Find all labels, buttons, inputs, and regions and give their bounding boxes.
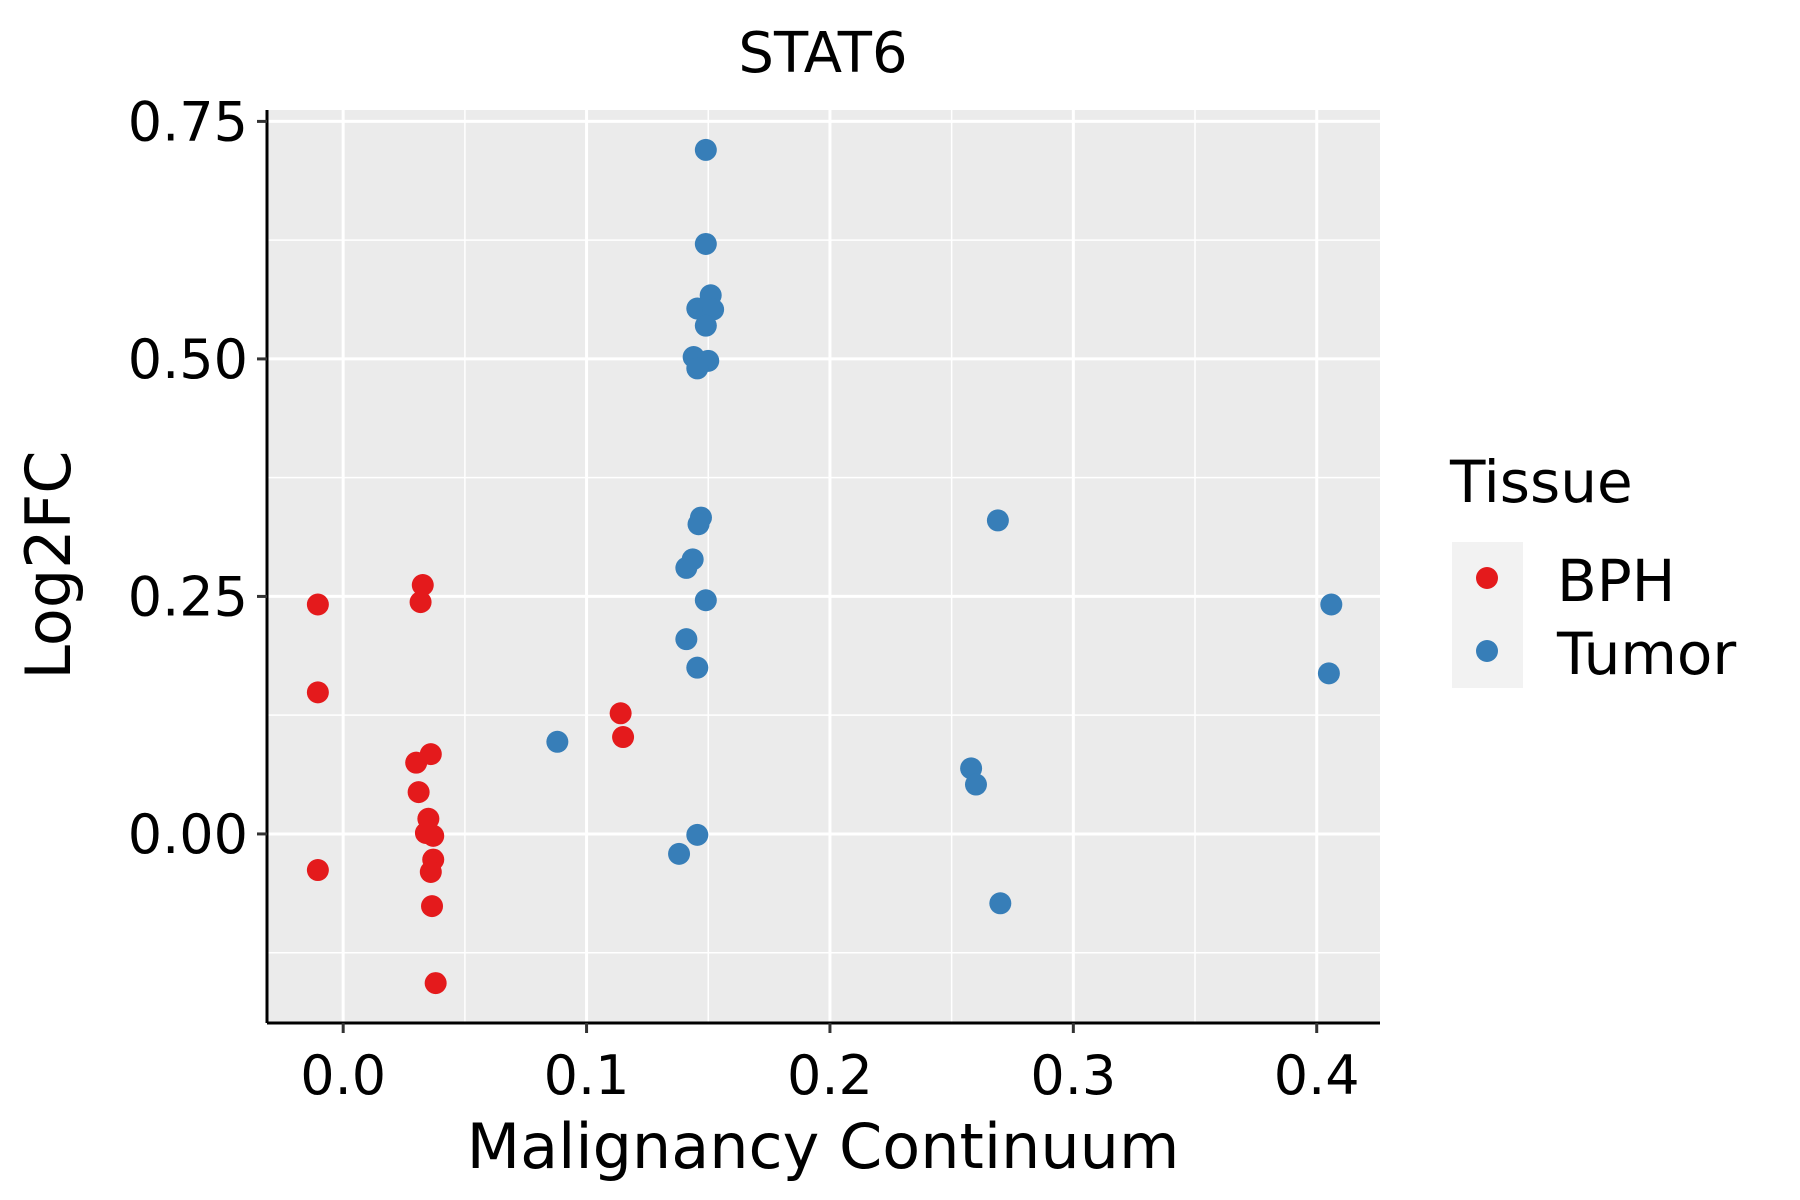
data-point-tumor — [546, 730, 569, 753]
data-point-tumor — [964, 773, 987, 796]
data-point-bph — [411, 574, 434, 597]
y-tick-label: 0.00 — [128, 803, 248, 866]
data-point-bph — [405, 751, 428, 774]
data-point-tumor — [675, 556, 698, 579]
data-point-bph — [407, 781, 430, 804]
legend-key-background — [1452, 542, 1523, 688]
x-tick-label: 0.2 — [787, 1044, 873, 1107]
legend-label-bph: BPH — [1557, 547, 1675, 615]
x-tick-label: 0.1 — [544, 1044, 630, 1107]
legend-key-bph — [1476, 567, 1498, 589]
legend-title: Tissue — [1449, 448, 1633, 516]
x-tick-label: 0.3 — [1030, 1044, 1116, 1107]
data-point-tumor — [694, 314, 717, 337]
data-point-bph — [306, 681, 329, 704]
data-point-bph — [612, 726, 635, 749]
data-point-tumor — [1317, 662, 1340, 685]
data-point-tumor — [986, 509, 1009, 532]
data-point-bph — [424, 972, 447, 995]
data-point-tumor — [694, 138, 717, 161]
data-point-bph — [609, 702, 632, 725]
y-tick-label: 0.75 — [128, 90, 248, 153]
data-point-tumor — [694, 232, 717, 255]
data-point-bph — [409, 591, 432, 614]
x-axis-label: Malignancy Continuum — [467, 1110, 1180, 1183]
x-tick-label: 0.4 — [1274, 1044, 1360, 1107]
data-point-bph — [422, 824, 445, 847]
legend: Tissue BPH Tumor — [1449, 448, 1736, 688]
legend-key-tumor — [1476, 640, 1498, 662]
y-axis-label: Log2FC — [12, 450, 85, 679]
data-point-tumor — [686, 297, 709, 320]
data-point-bph — [419, 860, 442, 883]
data-point-tumor — [687, 513, 710, 536]
data-point-tumor — [694, 589, 717, 612]
data-point-tumor — [675, 628, 698, 651]
data-point-bph — [421, 895, 444, 918]
y-tick-label: 0.50 — [128, 328, 248, 391]
data-point-tumor — [668, 842, 691, 865]
data-point-tumor — [686, 357, 709, 380]
data-point-bph — [306, 859, 329, 882]
plot-panel — [267, 110, 1380, 1023]
data-point-bph — [306, 593, 329, 616]
data-point-tumor — [989, 892, 1012, 915]
data-point-tumor — [686, 656, 709, 679]
y-tick-label: 0.25 — [128, 565, 248, 628]
data-point-tumor — [686, 823, 709, 846]
legend-label-tumor: Tumor — [1556, 620, 1736, 688]
x-tick-label: 0.0 — [300, 1044, 386, 1107]
data-point-tumor — [1320, 593, 1343, 616]
chart-title: STAT6 — [738, 21, 907, 86]
